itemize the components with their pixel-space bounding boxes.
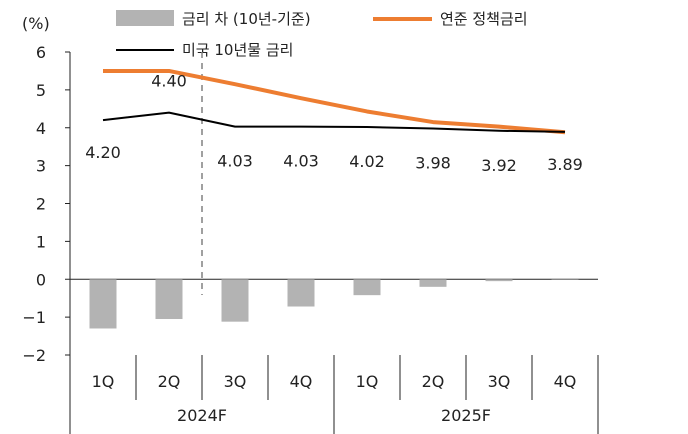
data-labels: 4.20 4.40 4.03 4.03 4.02 3.98 3.92 3.89	[85, 72, 583, 175]
y-tick-label: 1	[36, 232, 46, 251]
data-label: 4.03	[217, 152, 253, 171]
legend-label: 미국 10년물 금리	[182, 41, 293, 59]
x-tick-label: 2Q	[422, 372, 445, 391]
bar	[353, 279, 381, 296]
y-axis: 6 5 4 3 2 1 0 −1 −2	[22, 43, 71, 365]
x-tick-label: 3Q	[224, 372, 247, 391]
y-tick-label: −2	[22, 346, 46, 365]
fed-rate-line	[103, 68, 566, 135]
bar	[89, 279, 117, 329]
x-group-label: 2025F	[441, 406, 491, 425]
data-label: 3.98	[415, 154, 451, 173]
x-tick-label: 1Q	[356, 372, 379, 391]
bar	[419, 279, 447, 287]
bar	[155, 279, 183, 320]
y-tick-label: −1	[22, 308, 46, 327]
x-tick-label: 4Q	[554, 372, 577, 391]
y-tick-label: 3	[36, 157, 46, 176]
legend-swatch-bar	[116, 10, 174, 26]
y-tick-label: 4	[36, 119, 46, 138]
x-tick-label: 3Q	[488, 372, 511, 391]
x-tick-label: 1Q	[92, 372, 115, 391]
y-tick-label: 6	[36, 43, 46, 62]
bar-series	[89, 279, 579, 329]
y-tick-label: 2	[36, 195, 46, 214]
bar	[221, 279, 249, 322]
legend-label: 연준 정책금리	[440, 10, 528, 28]
bar	[287, 279, 315, 307]
bar	[551, 279, 579, 280]
data-label: 4.03	[283, 152, 319, 171]
legend-label: 금리 차 (10년-기준)	[182, 10, 311, 28]
treasury-10y-line	[102, 111, 566, 133]
data-label: 3.92	[481, 156, 517, 175]
data-label: 3.89	[547, 155, 583, 174]
y-unit-label: (%)	[22, 14, 50, 33]
data-label: 4.02	[349, 152, 385, 171]
y-tick-label: 0	[36, 270, 46, 289]
line-series	[102, 68, 566, 135]
bar	[485, 279, 513, 282]
y-tick-label: 5	[36, 81, 46, 100]
x-tick-label: 4Q	[290, 372, 313, 391]
x-group-label: 2024F	[177, 406, 227, 425]
x-tick-label: 2Q	[158, 372, 181, 391]
x-axis: 1Q 2Q 3Q 4Q 1Q 2Q 3Q 4Q 2024F 2025F	[69, 278, 599, 434]
data-label: 4.20	[85, 143, 121, 162]
data-label: 4.40	[151, 72, 187, 91]
